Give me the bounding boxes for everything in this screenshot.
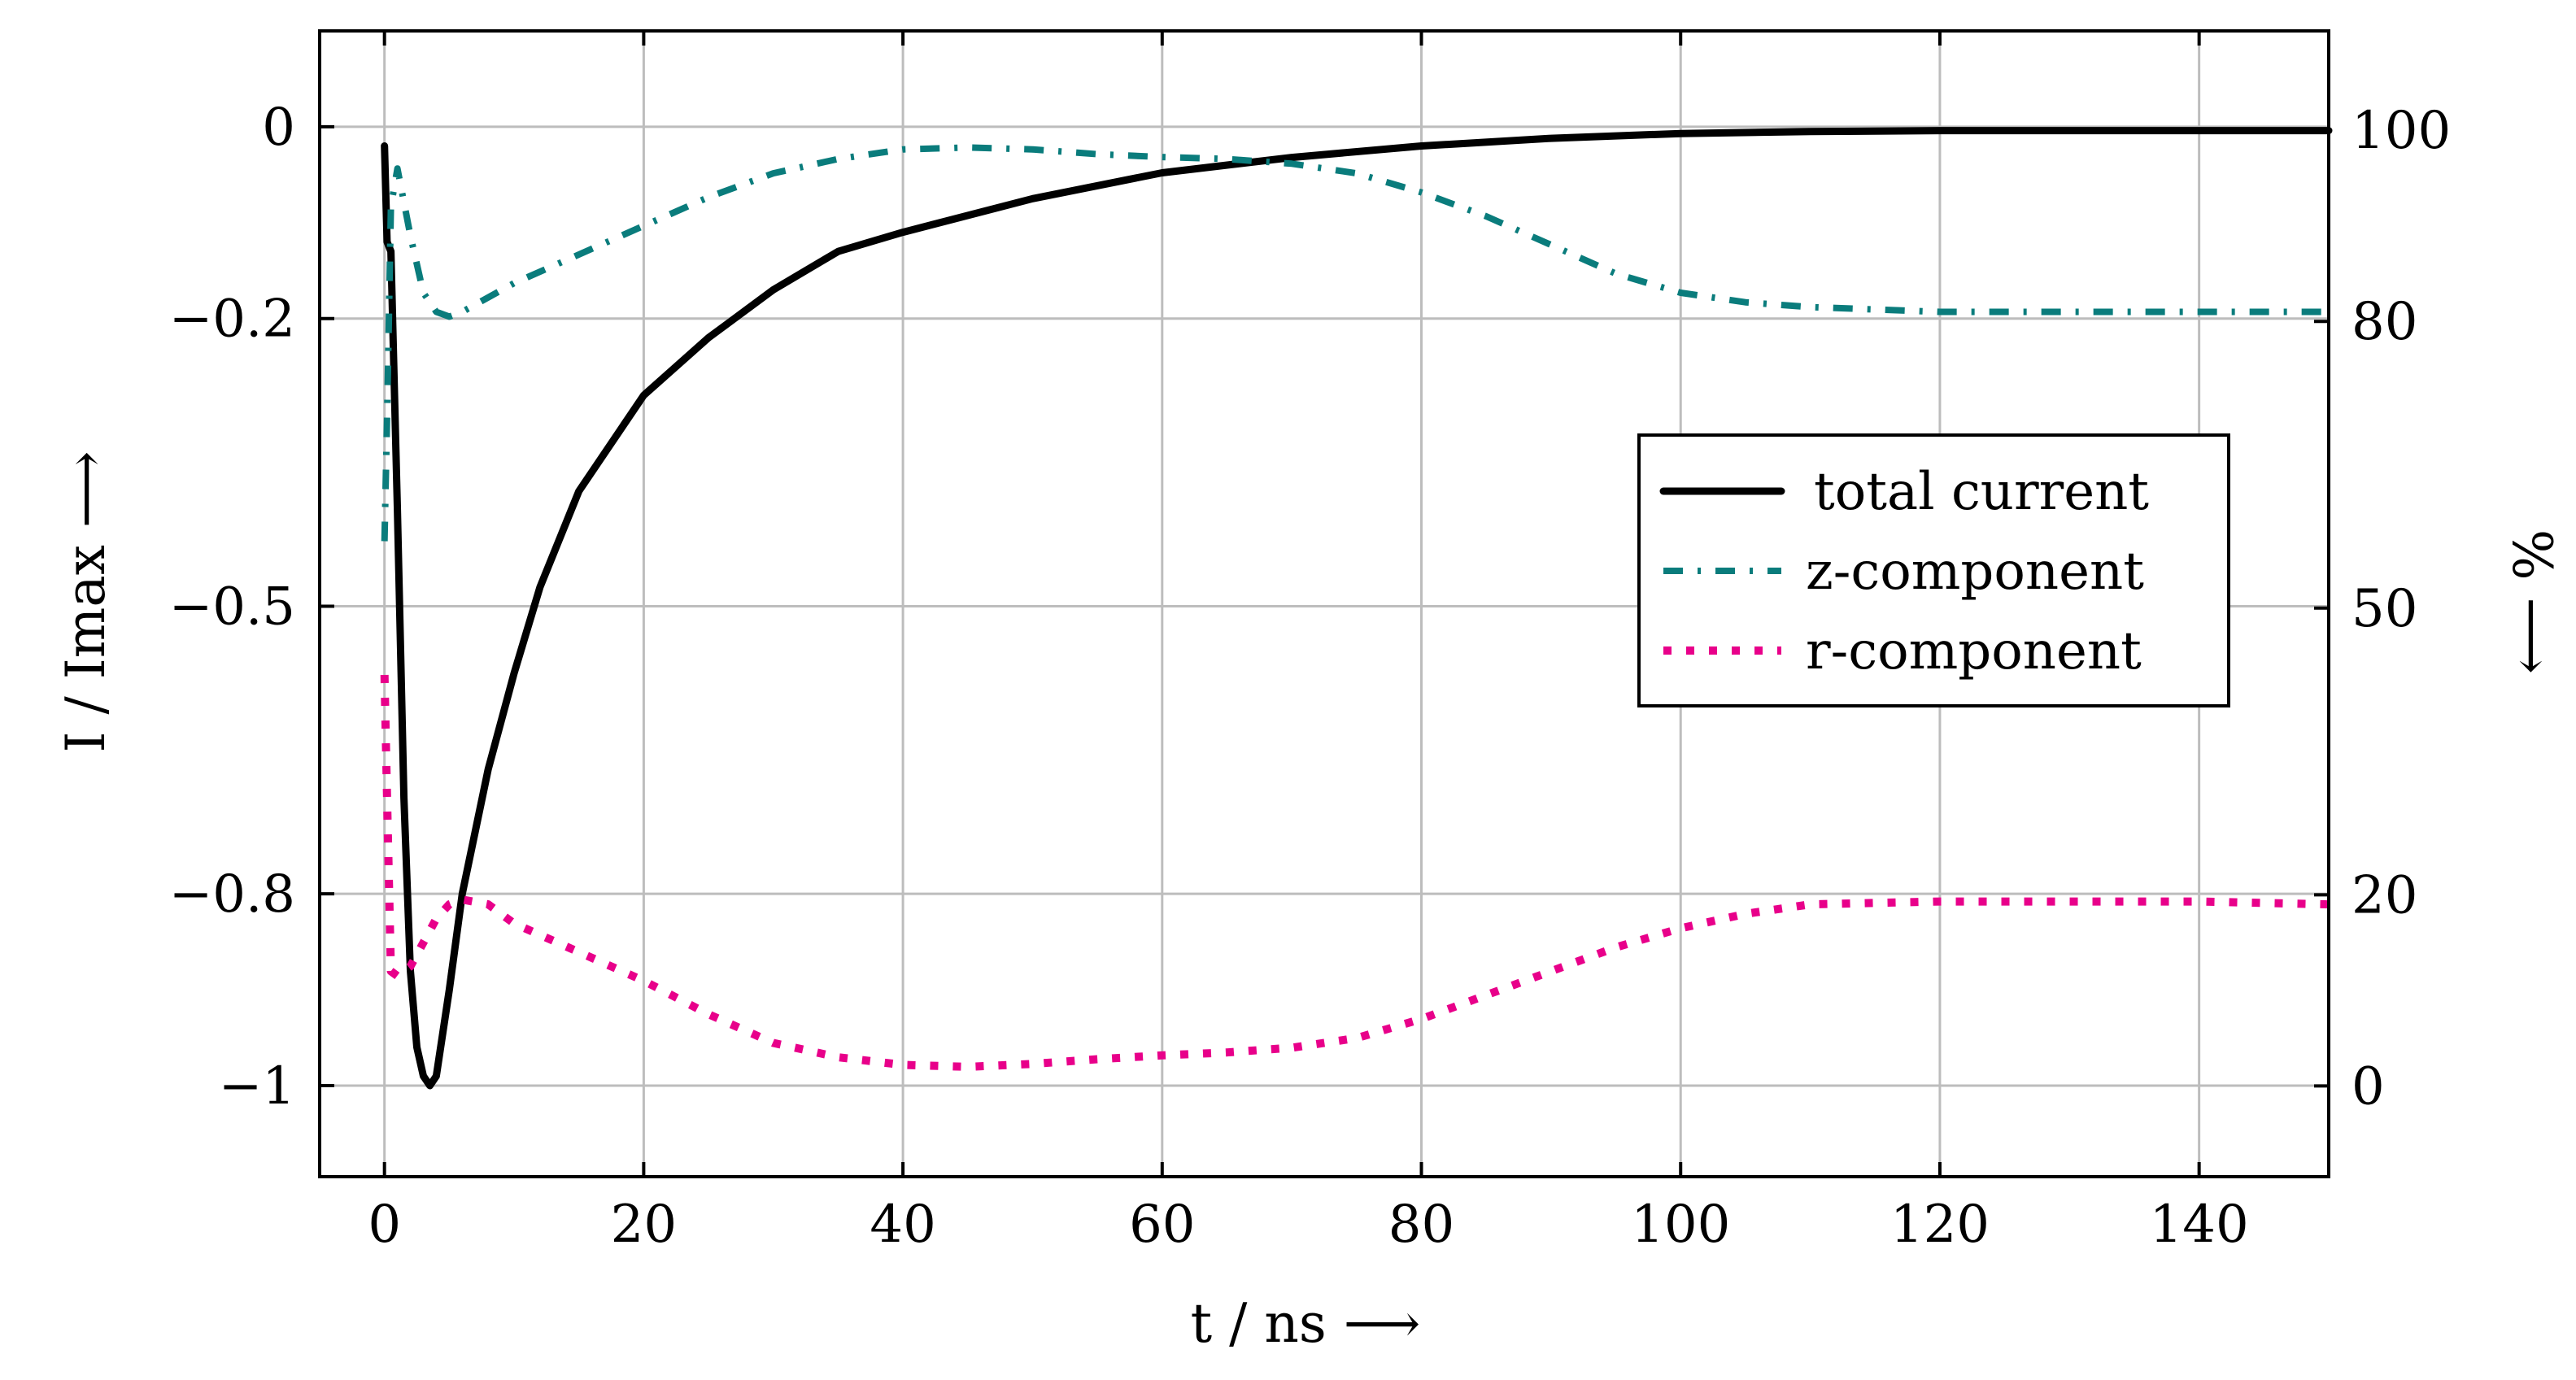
y2-tick-label: 20: [2352, 865, 2417, 925]
y-tick-label: −1: [219, 1056, 295, 1117]
x-tick-label: 140: [2150, 1195, 2249, 1255]
x-tick-label: 40: [870, 1195, 935, 1255]
y-axis-title: I / Imax ⟶: [54, 451, 117, 752]
legend-label-total-current: total current: [1814, 462, 2149, 522]
tick-labels: 0 20 40 60 80 100 120 140 0 −0.2 −0.5 −0.8 −1 100 80 50…: [169, 98, 2452, 1255]
x-tick-label: 120: [1890, 1195, 1990, 1255]
legend-box: [1637, 433, 2230, 707]
y-tick-label: 0: [262, 98, 295, 158]
y2-tick-label: 50: [2352, 579, 2417, 639]
y-tick-label: −0.8: [169, 864, 295, 925]
y2-tick-label: 0: [2352, 1056, 2385, 1117]
legend-label-r-component: r-component: [1806, 621, 2142, 681]
ticks: [320, 31, 2329, 1177]
x-tick-label: 60: [1129, 1195, 1195, 1255]
y2-tick-label: 100: [2352, 101, 2451, 161]
x-tick-label: 0: [368, 1195, 401, 1255]
legend: total current z-component r-component: [1637, 433, 2230, 707]
legend-label-z-component: z-component: [1806, 542, 2144, 602]
x-axis-title: t / ns ⟶: [1191, 1292, 1421, 1355]
series-line-r-component: [380, 674, 2330, 1071]
series-line-total-current: [381, 127, 2333, 1090]
plot-frame: [318, 29, 2330, 1178]
x-tick-label: 20: [611, 1195, 677, 1255]
series-layer: [380, 127, 2333, 1090]
y-tick-label: −0.2: [169, 289, 295, 350]
series-line-z-component: [381, 144, 2329, 542]
y2-tick-label: 80: [2352, 292, 2417, 352]
x-tick-label: 100: [1631, 1195, 1730, 1255]
y2-axis-title: % ⟶: [2500, 529, 2563, 674]
x-tick-label: 80: [1388, 1195, 1454, 1255]
y-tick-label: −0.5: [169, 577, 295, 637]
